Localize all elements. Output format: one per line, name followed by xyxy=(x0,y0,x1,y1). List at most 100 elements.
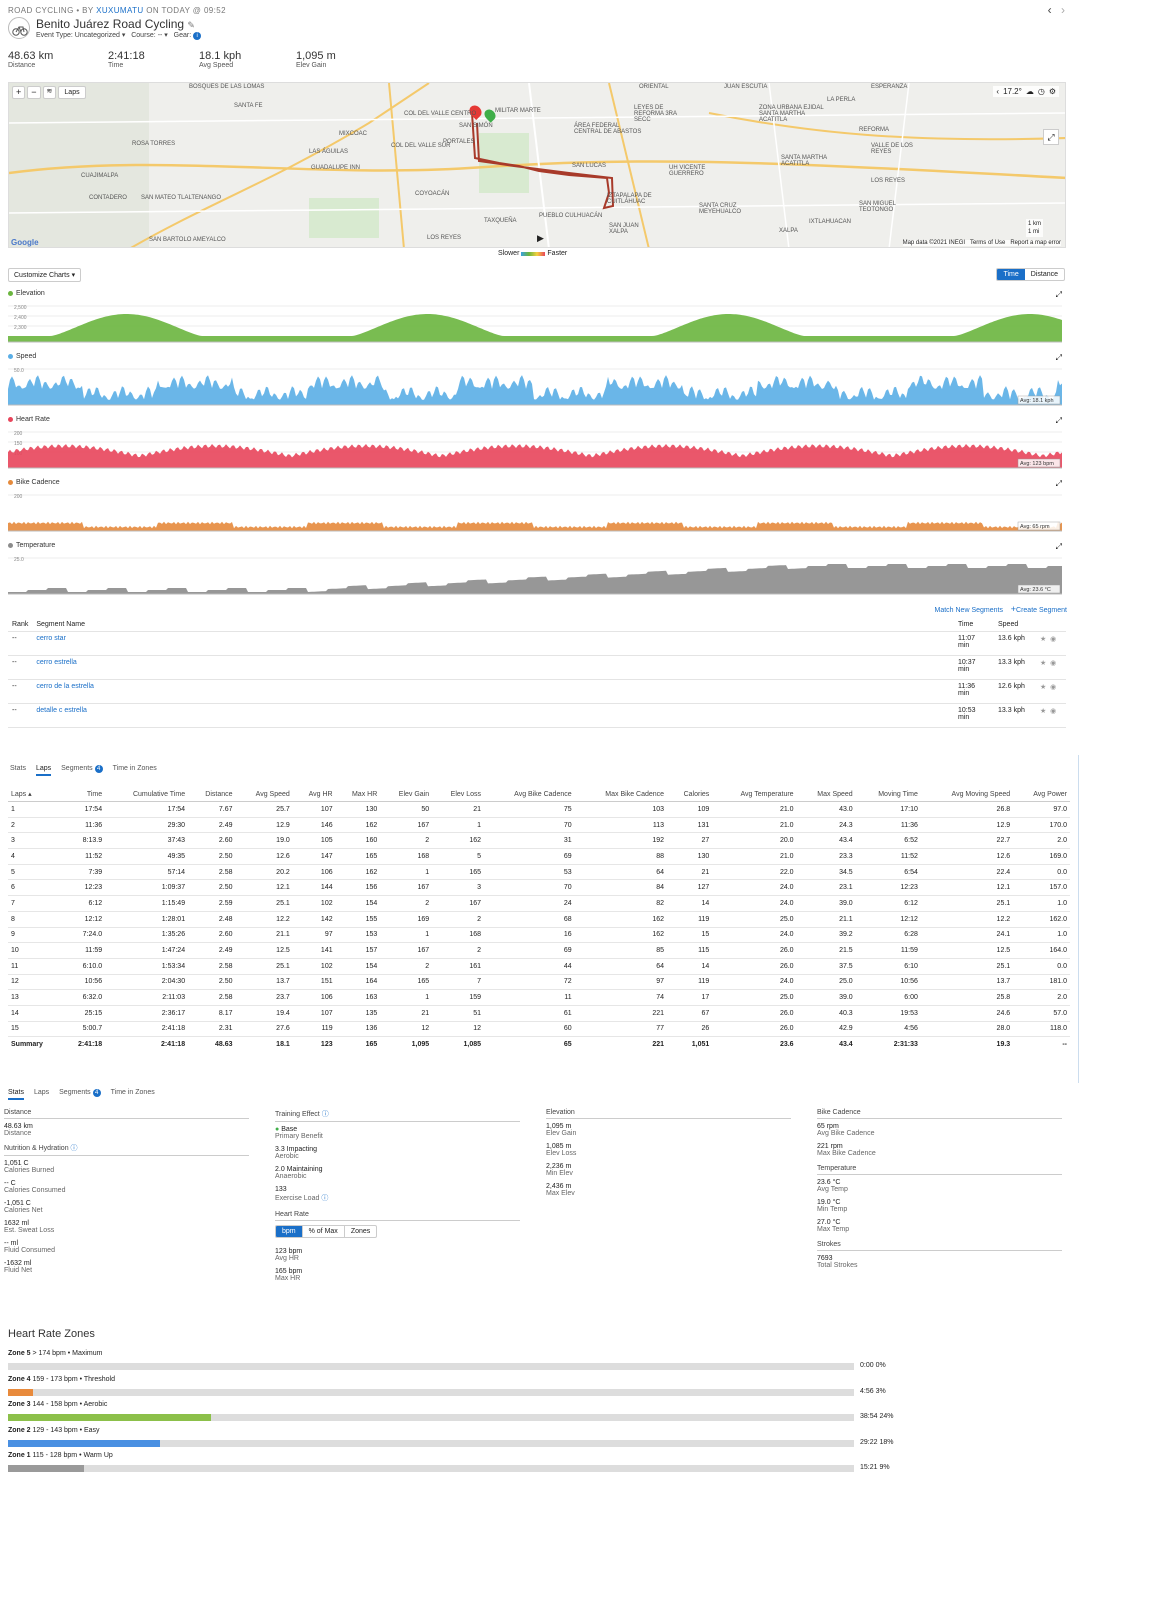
lap-row[interactable]: 11 6:10.0 1:53:34 2.58 25.1 102 154 2 161 44 64 14 2… xyxy=(8,958,1070,975)
laps-toggle[interactable]: Laps xyxy=(58,86,86,99)
lap-row[interactable]: 1 17:54 17:54 7.67 25.7 107 130 50 21 75 103 109 21.… xyxy=(8,801,1070,818)
expand-icon[interactable]: ⤢ xyxy=(1055,479,1062,488)
tab-stats[interactable]: Stats xyxy=(8,1089,24,1100)
create-segment-link[interactable]: +Create Segment xyxy=(1010,604,1067,614)
column-header[interactable]: Max Speed xyxy=(796,787,856,802)
event-type-dropdown[interactable]: Event Type: Uncategorized ▾ xyxy=(36,32,126,39)
distance-toggle[interactable]: Distance xyxy=(1030,271,1058,278)
column-header[interactable]: Time xyxy=(62,787,106,802)
settings-icon[interactable]: ⚙ xyxy=(1048,87,1056,96)
help-icon[interactable]: ⓘ xyxy=(70,1145,78,1152)
column-header[interactable]: Elev Gain xyxy=(380,787,433,802)
column-header[interactable]: Avg Bike Cadence xyxy=(484,787,575,802)
lap-row[interactable]: 12 10:56 2:04:30 2.50 13.7 151 164 165 7 72 97 119 2… xyxy=(8,974,1070,991)
column-header[interactable]: Max HR xyxy=(335,787,381,802)
view-icon[interactable]: ◉ xyxy=(1050,708,1057,715)
tab-laps[interactable]: Laps xyxy=(33,1089,50,1096)
tab-time-in-zones[interactable]: Time in Zones xyxy=(110,1089,155,1096)
edit-pencil-icon[interactable]: ✎ xyxy=(187,20,195,30)
tab-segments[interactable]: Segments 4 xyxy=(59,1089,101,1100)
match-new-segments-link[interactable]: Match New Segments xyxy=(934,607,1003,614)
report-link[interactable]: Report a map error xyxy=(1010,240,1061,246)
expand-icon[interactable]: ⤢ xyxy=(1055,416,1062,425)
zones-toggle[interactable]: Zones xyxy=(343,1226,376,1237)
help-icon[interactable]: ⓘ xyxy=(321,1111,329,1118)
lap-row[interactable]: 15 5:00.7 2:41:18 2.31 27.6 119 136 12 12 60 77 26 2… xyxy=(8,1021,1070,1038)
star-icon[interactable]: ★ xyxy=(1040,684,1047,691)
star-icon[interactable]: ★ xyxy=(1040,708,1047,715)
fullscreen-button[interactable]: ⤢ xyxy=(1043,129,1059,145)
zoom-out-button[interactable]: − xyxy=(27,86,41,99)
view-icon[interactable]: ◉ xyxy=(1050,636,1057,643)
zoom-in-button[interactable]: + xyxy=(12,86,26,99)
customize-charts-button[interactable]: Customize Charts ▾ xyxy=(8,268,82,282)
column-header[interactable]: Laps ▴ xyxy=(8,787,63,802)
gear-field[interactable]: Gear: i xyxy=(174,32,202,40)
time-toggle[interactable]: Time xyxy=(997,269,1025,280)
star-icon[interactable]: ★ xyxy=(1040,636,1047,643)
column-header[interactable]: Avg HR xyxy=(292,787,336,802)
tab-segments[interactable]: Segments 4 xyxy=(61,765,103,776)
segment-row[interactable]: -- cerro estrella 10:37 min 13.3 kph ★ ◉ xyxy=(8,655,1066,680)
view-icon[interactable]: ◉ xyxy=(1050,660,1057,667)
summary-row[interactable]: Summary 2:41:18 2:41:18 48.63 18.1 123 165 1,09… xyxy=(8,1037,1070,1053)
segment-row[interactable]: -- detalle c estrella 10:53 min 13.3 kph … xyxy=(8,703,1066,728)
lap-row[interactable]: 2 11:36 29:30 2.49 12.9 146 162 167 1 70 113 131 21.… xyxy=(8,817,1070,834)
elevation-plot[interactable]: 2,500 2,400 2,300 xyxy=(8,302,1066,350)
column-header[interactable]: Avg Moving Speed xyxy=(920,787,1014,802)
lap-row[interactable]: 4 11:52 49:35 2.50 12.6 147 165 168 5 69 88 130 21.0… xyxy=(8,848,1070,865)
cadence-plot[interactable]: 200 Avg: 65 rpm xyxy=(8,491,1066,539)
star-icon[interactable]: ★ xyxy=(1040,660,1047,667)
lap-row[interactable]: 14 25:15 2:36:17 8.17 19.4 107 135 21 51 61 221 67 2… xyxy=(8,1005,1070,1022)
expand-icon[interactable]: ⤢ xyxy=(1055,542,1062,551)
prev-icon[interactable]: ‹ xyxy=(996,87,1000,96)
help-icon[interactable]: ⓘ xyxy=(321,1195,329,1202)
activity-title[interactable]: Benito Juárez Road Cycling ✎ xyxy=(36,17,195,31)
tab-stats[interactable]: Stats xyxy=(10,765,26,772)
column-header[interactable]: Avg Speed xyxy=(235,787,293,802)
heart-rate-plot[interactable]: 200150100Avg: 123 bpm xyxy=(8,428,1066,476)
lap-row[interactable]: 5 7:39 57:14 2.58 20.2 106 162 1 165 53 64 21 22.0 34… xyxy=(8,864,1070,881)
lap-row[interactable]: 3 8:13.9 37:43 2.60 19.0 105 160 2 162 31 192 27 20.… xyxy=(8,832,1070,850)
bpm-toggle[interactable]: bpm xyxy=(276,1226,302,1237)
segment-name-link[interactable]: cerro star xyxy=(32,631,954,656)
route-line[interactable] xyxy=(9,83,1066,248)
temperature-plot[interactable]: 25.0 Avg: 23.6 °C xyxy=(8,554,1066,602)
segment-name-link[interactable]: detalle c estrella xyxy=(32,703,954,728)
lap-row[interactable]: 6 12:23 1:09:37 2.50 12.1 144 156 167 3 70 84 127 24… xyxy=(8,879,1070,897)
speed-plot[interactable]: 50.0 Avg: 18.1 kph xyxy=(8,365,1066,413)
segment-row[interactable]: -- cerro de la estrella 11:36 min 12.6 kp… xyxy=(8,679,1066,704)
prev-activity-button[interactable]: ‹ xyxy=(1047,3,1052,17)
segment-name-link[interactable]: cerro de la estrella xyxy=(32,679,954,704)
layers-icon[interactable]: ≋ xyxy=(42,86,57,99)
lap-row[interactable]: 13 6:32.0 2:11:03 2.58 23.7 106 163 1 159 11 74 17 2… xyxy=(8,989,1070,1006)
tab-time-in-zones[interactable]: Time in Zones xyxy=(112,765,157,772)
terms-link[interactable]: Terms of Use xyxy=(969,240,1006,246)
lap-row[interactable]: 9 7:24.0 1:35:26 2.60 21.1 97 153 1 168 16 162 15 24… xyxy=(8,927,1070,944)
segment-name-link[interactable]: cerro estrella xyxy=(32,655,954,680)
column-header[interactable]: Cumulative Time xyxy=(105,787,189,802)
author-link[interactable]: XUXUMATU xyxy=(96,6,144,15)
clock-icon[interactable]: ◷ xyxy=(1037,87,1045,96)
info-icon[interactable]: i xyxy=(193,32,202,40)
column-header[interactable]: Calories xyxy=(667,787,713,802)
view-icon[interactable]: ◉ xyxy=(1050,684,1057,691)
pct-max-toggle[interactable]: % of Max xyxy=(301,1226,344,1237)
segment-row[interactable]: -- cerro star 11:07 min 13.6 kph ★ ◉ xyxy=(8,631,1066,656)
column-header[interactable]: Avg Power xyxy=(1013,787,1070,802)
course-dropdown[interactable]: Course: -- ▾ xyxy=(131,32,168,39)
next-activity-button[interactable]: › xyxy=(1061,3,1065,17)
column-header[interactable]: Distance xyxy=(188,787,236,802)
column-header[interactable]: Moving Time xyxy=(855,787,921,802)
column-header[interactable]: Avg Temperature xyxy=(712,787,797,802)
expand-icon[interactable]: ⤢ xyxy=(1055,290,1062,299)
lap-row[interactable]: 10 11:59 1:47:24 2.49 12.5 141 157 167 2 69 85 115 2… xyxy=(8,942,1070,959)
play-button[interactable]: ▶ xyxy=(537,233,544,243)
column-header[interactable]: Elev Loss xyxy=(432,787,485,802)
lap-row[interactable]: 7 6:12 1:15:49 2.59 25.1 102 154 2 167 24 82 14 24.0… xyxy=(8,895,1070,912)
route-map[interactable]: BOSQUES DE LAS LOMAS SANTA FE ROSA TORRE… xyxy=(8,82,1066,248)
expand-icon[interactable]: ⤢ xyxy=(1055,353,1062,362)
tab-laps[interactable]: Laps xyxy=(35,765,52,776)
column-header[interactable]: Max Bike Cadence xyxy=(574,787,668,802)
lap-row[interactable]: 8 12:12 1:28:01 2.48 12.2 142 155 169 2 68 162 119 2… xyxy=(8,911,1070,928)
